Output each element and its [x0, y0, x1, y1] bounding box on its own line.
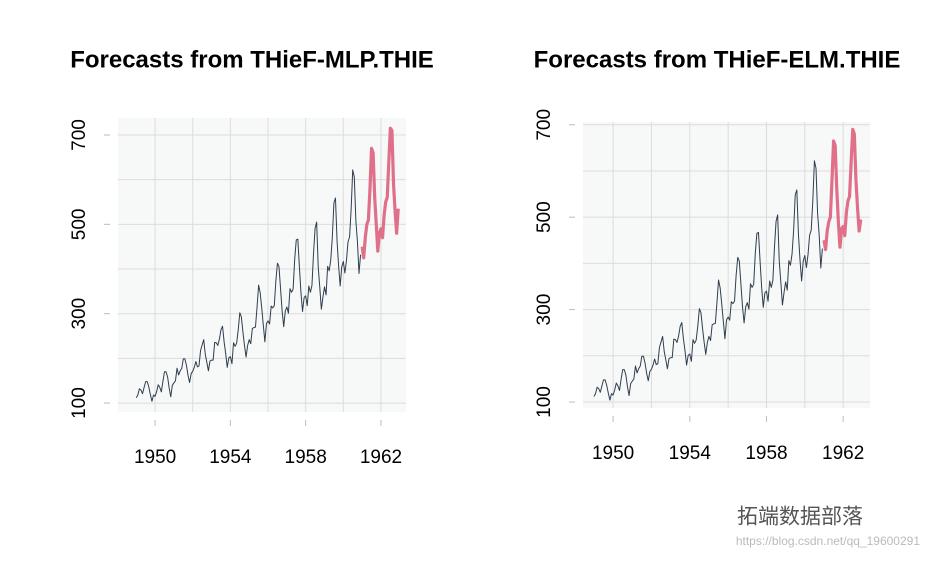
series-line	[822, 127, 863, 252]
x-tick-label: 1958	[745, 443, 787, 464]
x-tick-label: 1958	[285, 447, 327, 468]
x-tick-label: 1954	[209, 447, 252, 468]
series-line	[593, 160, 823, 401]
watermark-brand: 拓端数据部落	[737, 506, 863, 529]
watermark-url: https://blog.csdn.net/qq_19600291	[736, 534, 920, 548]
series-line	[135, 169, 362, 402]
x-tick-label: 1950	[134, 447, 176, 468]
y-tick-label: 300	[69, 298, 90, 330]
y-tick-label: 700	[69, 119, 90, 151]
series-line	[360, 126, 400, 260]
x-tick-label: 1962	[822, 443, 864, 464]
plot-background	[583, 122, 870, 408]
y-tick-label: 100	[534, 386, 555, 418]
y-tick-label: 700	[534, 109, 555, 141]
y-tick-label: 500	[69, 208, 90, 240]
y-tick-label: 300	[534, 294, 555, 326]
x-tick-label: 1950	[592, 443, 634, 464]
x-tick-label: 1954	[669, 443, 712, 464]
chart-title: Forecasts from THieF-MLP.THIE	[70, 46, 434, 73]
plot-background	[118, 118, 406, 412]
y-tick-label: 500	[534, 201, 555, 233]
y-tick-label: 100	[69, 387, 90, 419]
chart-title: Forecasts from THieF-ELM.THIE	[534, 46, 901, 73]
x-tick-label: 1962	[360, 447, 402, 468]
